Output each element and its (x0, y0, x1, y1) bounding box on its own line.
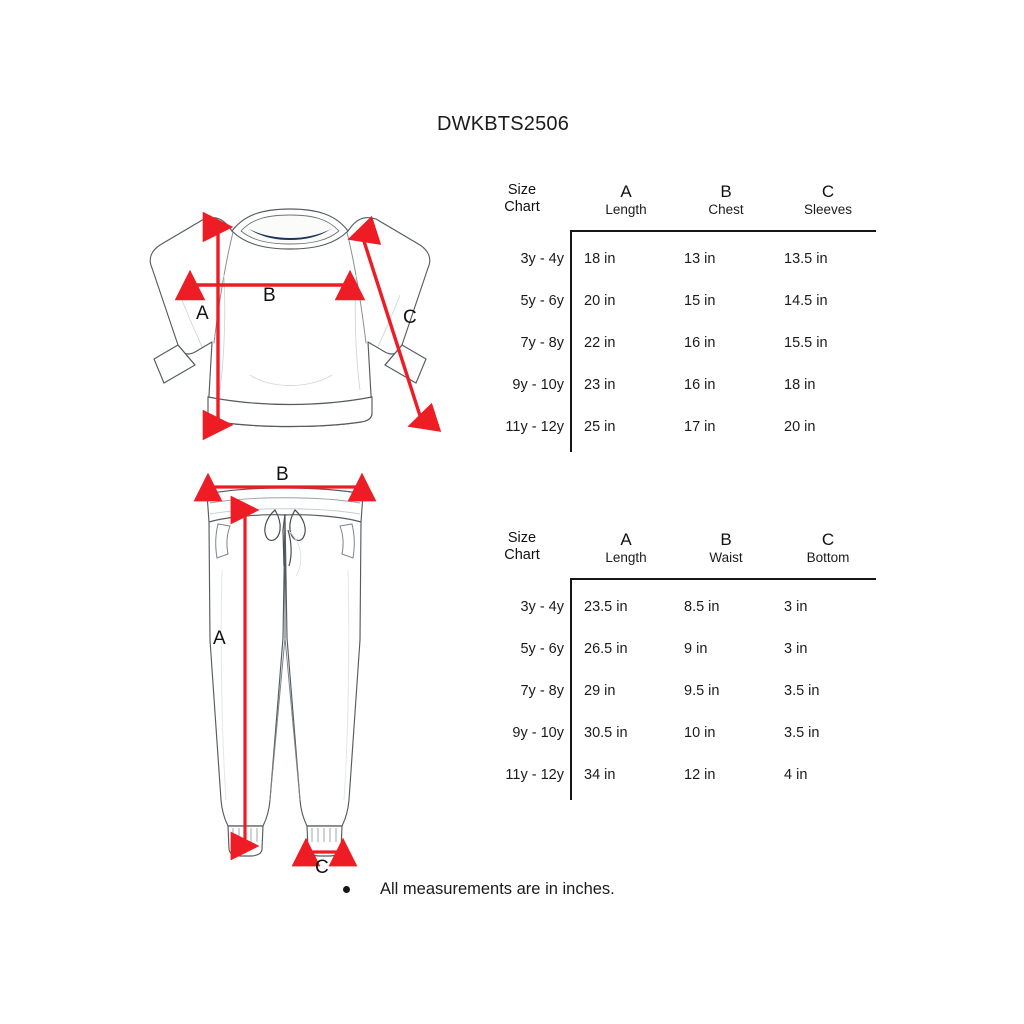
drawstring (264, 509, 306, 567)
table-body: 3y - 4y 18 in 13 in 13.5 in 5y - 6y 20 i… (466, 230, 886, 452)
cell-chest: 17 in (684, 419, 716, 435)
table-body: 3y - 4y 23.5 in 8.5 in 3 in 5y - 6y 26.5… (466, 578, 886, 800)
cell-waist: 8.5 in (684, 599, 720, 615)
cell-length: 34 in (584, 767, 616, 783)
table-header-row: Size Chart A Length B Waist C Bottom (466, 530, 886, 578)
table-top-rule (570, 578, 876, 580)
cell-sleeves: 15.5 in (784, 335, 828, 351)
cell-sleeves: 20 in (784, 419, 816, 435)
collar-accent (249, 229, 331, 240)
cell-length: 22 in (584, 335, 616, 351)
cell-bottom: 3 in (784, 641, 808, 657)
sweatshirt-illustration: A B C (120, 175, 460, 475)
cell-size: 7y - 8y (520, 335, 564, 351)
sweatshirt-size-chart-table: Size Chart A Length B Chest C Sleeves 3y… (466, 182, 886, 452)
header-size-chart: Size Chart (504, 530, 540, 564)
cell-size: 9y - 10y (512, 377, 564, 393)
cell-length: 20 in (584, 293, 616, 309)
footnote-text: All measurements are in inches. (380, 880, 615, 898)
cell-length: 23.5 in (584, 599, 628, 615)
table-row: 3y - 4y 18 in 13 in 13.5 in (466, 240, 886, 282)
joggers-label-a: A (213, 628, 226, 649)
footnote: All measurements are in inches. (343, 880, 615, 899)
cell-waist: 12 in (684, 767, 716, 783)
table-column-divider (570, 578, 572, 800)
cell-bottom: 4 in (784, 767, 808, 783)
cell-bottom: 3 in (784, 599, 808, 615)
header-size-chart: Size Chart (504, 182, 540, 216)
cell-chest: 13 in (684, 251, 716, 267)
table-row: 7y - 8y 29 in 9.5 in 3.5 in (466, 672, 886, 714)
cell-bottom: 3.5 in (784, 683, 820, 699)
cell-chest: 16 in (684, 377, 716, 393)
header-column-b: B Waist (709, 530, 743, 566)
bullet-icon (343, 886, 350, 893)
cell-bottom: 3.5 in (784, 725, 820, 741)
table-row: 5y - 6y 20 in 15 in 14.5 in (466, 282, 886, 324)
table-column-divider (570, 230, 572, 452)
header-column-c: C Bottom (806, 530, 850, 566)
cell-size: 9y - 10y (512, 725, 564, 741)
cell-waist: 10 in (684, 725, 716, 741)
cell-sleeves: 14.5 in (784, 293, 828, 309)
cell-sleeves: 18 in (784, 377, 816, 393)
cell-size: 3y - 4y (520, 599, 564, 615)
cell-size: 7y - 8y (520, 683, 564, 699)
joggers-illustration: A B C (170, 464, 400, 890)
page-title: DWKBTS2506 (437, 113, 570, 135)
cell-length: 18 in (584, 251, 616, 267)
header-column-a: A Length (605, 182, 647, 218)
cell-length: 30.5 in (584, 725, 628, 741)
table-row: 5y - 6y 26.5 in 9 in 3 in (466, 630, 886, 672)
cell-chest: 16 in (684, 335, 716, 351)
joggers-size-chart-table: Size Chart A Length B Waist C Bottom 3y … (466, 530, 886, 800)
table-row: 3y - 4y 23.5 in 8.5 in 3 in (466, 588, 886, 630)
joggers-label-b: B (276, 464, 289, 485)
joggers-label-c: C (315, 857, 329, 878)
cell-chest: 15 in (684, 293, 716, 309)
header-column-c: C Sleeves (803, 182, 853, 218)
cell-length: 29 in (584, 683, 616, 699)
sweatshirt-label-a: A (196, 303, 209, 324)
measure-arrow-c (347, 215, 442, 432)
table-header-row: Size Chart A Length B Chest C Sleeves (466, 182, 886, 230)
header-column-b: B Chest (708, 182, 744, 218)
cell-sleeves: 13.5 in (784, 251, 828, 267)
cell-waist: 9.5 in (684, 683, 720, 699)
cell-size: 5y - 6y (520, 641, 564, 657)
table-row: 9y - 10y 23 in 16 in 18 in (466, 366, 886, 408)
table-top-rule (570, 230, 876, 232)
cell-waist: 9 in (684, 641, 708, 657)
table-row: 11y - 12y 34 in 12 in 4 in (466, 756, 886, 798)
cell-size: 5y - 6y (520, 293, 564, 309)
cell-length: 23 in (584, 377, 616, 393)
cell-size: 11y - 12y (505, 767, 564, 783)
table-row: 7y - 8y 22 in 16 in 15.5 in (466, 324, 886, 366)
cell-size: 3y - 4y (520, 251, 564, 267)
table-row: 11y - 12y 25 in 17 in 20 in (466, 408, 886, 450)
cell-length: 26.5 in (584, 641, 628, 657)
sweatshirt-label-c: C (403, 307, 417, 328)
table-row: 9y - 10y 30.5 in 10 in 3.5 in (466, 714, 886, 756)
header-column-a: A Length (605, 530, 647, 566)
sweatshirt-label-b: B (263, 285, 276, 306)
cell-length: 25 in (584, 419, 616, 435)
cell-size: 11y - 12y (505, 419, 564, 435)
